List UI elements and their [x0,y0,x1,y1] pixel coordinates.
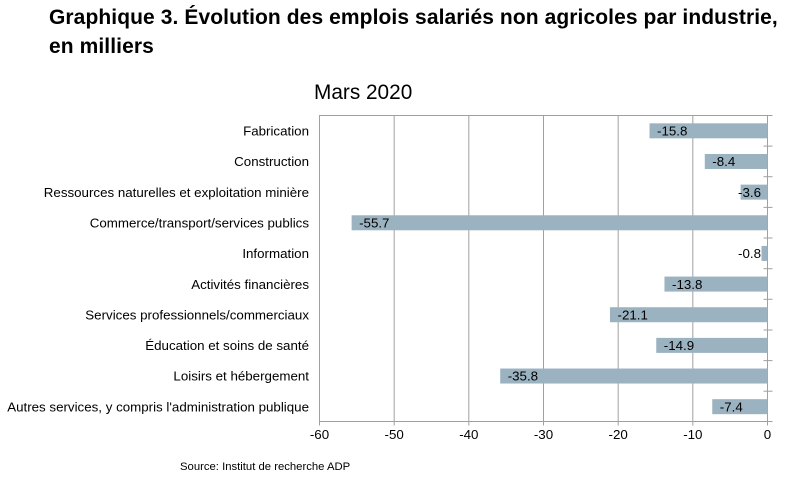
svg-text:Fabrication: Fabrication [243,124,309,139]
svg-text:-30: -30 [534,427,553,442]
svg-text:Activités financières: Activités financières [191,277,309,292]
svg-text:Construction: Construction [234,154,309,169]
svg-text:-0.8: -0.8 [738,246,761,261]
svg-text:-55.7: -55.7 [359,216,389,231]
svg-text:-8.4: -8.4 [712,154,736,169]
svg-text:Commerce/transport/services pu: Commerce/transport/services publics [90,216,310,231]
svg-text:Information: Information [242,246,309,261]
svg-text:-60: -60 [310,427,329,442]
svg-text:-40: -40 [459,427,478,442]
svg-text:-20: -20 [609,427,628,442]
svg-text:-13.8: -13.8 [672,277,702,292]
svg-text:Loisirs et hébergement: Loisirs et hébergement [173,369,309,384]
svg-text:-14.9: -14.9 [664,338,694,353]
svg-text:-35.8: -35.8 [508,369,538,384]
svg-text:-15.8: -15.8 [657,124,687,139]
svg-text:-7.4: -7.4 [720,399,744,414]
svg-text:-3.6: -3.6 [738,185,761,200]
svg-text:-50: -50 [385,427,404,442]
svg-text:0: 0 [764,427,771,442]
svg-text:Ressources naturelles et explo: Ressources naturelles et exploitation mi… [44,185,309,200]
svg-text:Mars 2020: Mars 2020 [314,81,412,104]
svg-text:Éducation et soins de santé: Éducation et soins de santé [145,338,309,353]
svg-text:Source: Institut de recherche: Source: Institut de recherche ADP [180,461,350,473]
svg-text:-21.1: -21.1 [618,307,648,322]
svg-text:-10: -10 [683,427,702,442]
svg-text:Services professionnels/commer: Services professionnels/commerciaux [85,307,309,322]
svg-text:Autres services, y compris l'a: Autres services, y compris l'administrat… [7,399,309,414]
